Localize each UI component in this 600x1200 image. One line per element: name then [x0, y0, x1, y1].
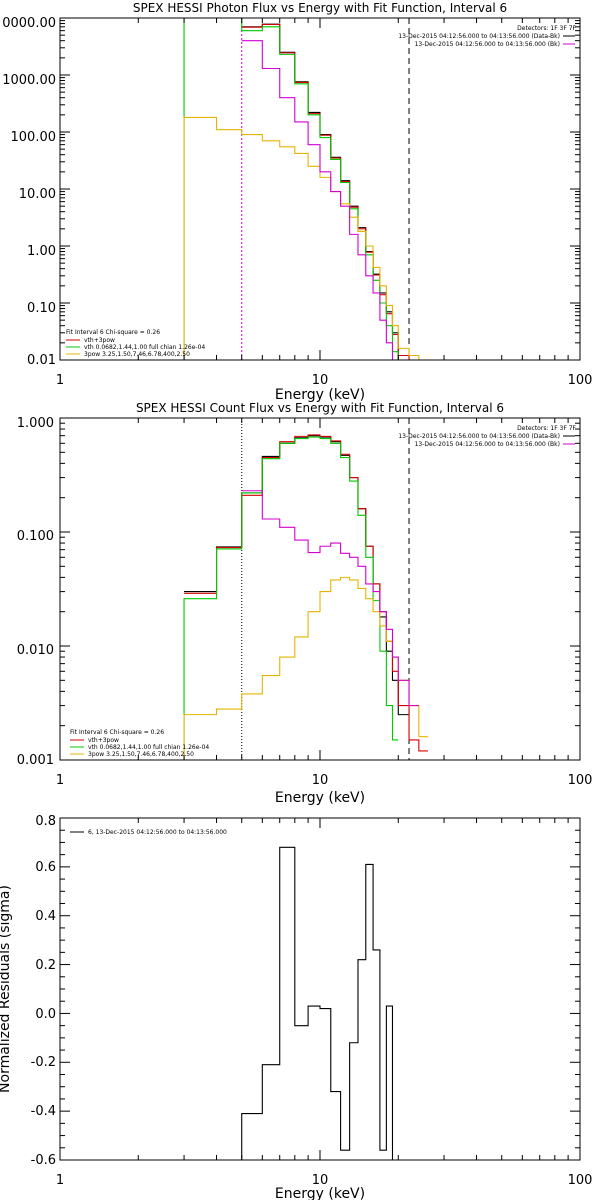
residuals-y-tick-label-0.0: 0.0	[35, 1007, 56, 1022]
count-x-ticks	[59, 418, 581, 760]
photon-series	[183, 18, 420, 360]
photon-y-ticks	[60, 17, 580, 361]
count-info-data-interval: 13-Dec-2015 04:12:56.000 to 04:13:56.000…	[398, 433, 560, 440]
series-data	[241, 23, 410, 360]
count-legend-3pow: 3pow 3.25,1.50,7.46,6.78,400,2.50	[88, 751, 194, 758]
photon-legend-3pow: 3pow 3.25,1.50,7.46,6.78,400,2.50	[84, 351, 190, 358]
series-vth+3pow	[184, 434, 428, 752]
photon-plot-area	[183, 18, 420, 360]
residuals-y-tick-label-m0.2: -0.2	[31, 1055, 56, 1070]
photon-x-tick-label-1: 1	[56, 373, 64, 388]
photon-info-data-interval: 13-Dec-2015 04:12:56.000 to 04:13:56.000…	[398, 33, 560, 40]
photon-y-tick-label-0.01: 0.01	[27, 353, 56, 368]
photon-legend-fit: Fit Interval 6 Chi-square = 0.26	[66, 329, 160, 336]
count-title: SPEX HESSI Count Flux vs Energy with Fit…	[136, 401, 504, 415]
residuals-legend-entry: 6, 13-Dec-2015 04:12:56.000 to 04:13:56.…	[88, 829, 227, 836]
photon-info-bk-interval: 13-Dec-2015 04:12:56.000 to 04:13:56.000…	[415, 41, 560, 48]
residuals-plot-area	[241, 846, 394, 1160]
count-y-tick-label-0.010: 0.010	[17, 643, 54, 658]
residuals-y-axis-label: Normalized Residuals (sigma)	[0, 885, 13, 1093]
residuals-y-tick-label-m0.6: -0.6	[31, 1153, 56, 1168]
photon-axes-frame	[59, 17, 581, 361]
series-vth	[183, 18, 399, 360]
photon-x-tick-label-10: 10	[312, 373, 329, 388]
residuals-y-tick-label-0.4: 0.4	[35, 909, 56, 924]
count-legend-vth3pow: vth+3pow	[88, 737, 119, 744]
series-vth+3pow	[241, 23, 410, 360]
photon-title: SPEX HESSI Photon Flux vs Energy with Fi…	[133, 1, 507, 15]
photon-y-tick-label-10.00: 10.00	[19, 187, 56, 202]
photon-y-tick-label-10000.00: 0000.00	[2, 16, 56, 31]
series-3pow	[183, 576, 428, 760]
count-reference-lines	[241, 418, 410, 760]
series-residuals	[241, 846, 394, 1160]
count-legend-vth: vth 0.0682,1.44,1.00 full chian 1.26e-04	[88, 744, 209, 751]
photon-legend-vth3pow: vth+3pow	[84, 337, 115, 344]
residuals-x-axis-label: Energy (keV)	[275, 1186, 365, 1200]
residuals-y-tick-label-0.8: 0.8	[35, 814, 56, 829]
count-legend-fit: Fit Interval 6 Chi-square = 0.26	[70, 729, 164, 736]
count-axes-frame	[59, 417, 581, 761]
series-background	[241, 490, 419, 707]
photon-y-tick-label-0.10: 0.10	[27, 301, 56, 316]
count-info-detectors: Detectors: 1F 3F 7F	[517, 425, 576, 432]
series-3pow	[183, 116, 420, 360]
series-data	[184, 435, 410, 716]
photon-x-tick-label-100: 100	[568, 373, 593, 388]
count-x-tick-label-100: 100	[568, 773, 593, 788]
residuals-x-tick-label-1: 1	[56, 1173, 64, 1188]
residuals-series	[241, 846, 394, 1160]
residuals-x-tick-label-100: 100	[568, 1173, 593, 1188]
residuals-y-tick-label-0.2: 0.2	[35, 958, 56, 973]
count-series	[183, 434, 428, 760]
count-x-tick-label-1: 1	[56, 773, 64, 788]
count-x-tick-label-10: 10	[312, 773, 329, 788]
count-panel: SPEX HESSI Count Flux vs Energy with Fit…	[17, 401, 593, 806]
count-y-tick-label-0.001: 0.001	[17, 753, 54, 768]
count-info-bk-interval: 13-Dec-2015 04:12:56.000 to 04:13:56.000…	[415, 441, 560, 448]
photon-x-axis-label: Energy (keV)	[275, 387, 365, 403]
photon-y-tick-label-1000.00: 1000.00	[2, 73, 56, 88]
residuals-axes-frame	[59, 817, 581, 1161]
count-x-axis-label: Energy (keV)	[275, 790, 365, 806]
residuals-y-tick-label-0.6: 0.6	[35, 860, 56, 875]
count-y-ticks	[60, 417, 580, 761]
residuals-y-ticks	[60, 817, 580, 1161]
residuals-x-ticks	[59, 818, 581, 1160]
residuals-panel: 1 10 100 -0.6 -0.4 -0.2 0.0 0.2 0.4 0.6 …	[0, 814, 592, 1200]
photon-x-ticks	[59, 18, 581, 360]
count-y-tick-label-1.000: 1.000	[17, 416, 54, 431]
count-y-tick-label-0.100: 0.100	[17, 529, 54, 544]
photon-legend-vth: vth 0.0682,1.44,1.00 full chian 1.26e-04	[84, 344, 205, 351]
count-plot-area	[183, 418, 428, 760]
photon-y-tick-label-1.00: 1.00	[27, 244, 56, 259]
photon-panel: SPEX HESSI Photon Flux vs Energy with Fi…	[2, 1, 593, 403]
residuals-x-tick-label-10: 10	[312, 1173, 329, 1188]
series-background	[241, 40, 394, 360]
photon-info-detectors: Detectors: 1F 3F 7F	[517, 25, 576, 32]
residuals-y-tick-label-m0.4: -0.4	[31, 1104, 56, 1119]
photon-reference-lines	[241, 18, 410, 360]
photon-y-tick-label-100.00: 100.00	[11, 130, 57, 145]
